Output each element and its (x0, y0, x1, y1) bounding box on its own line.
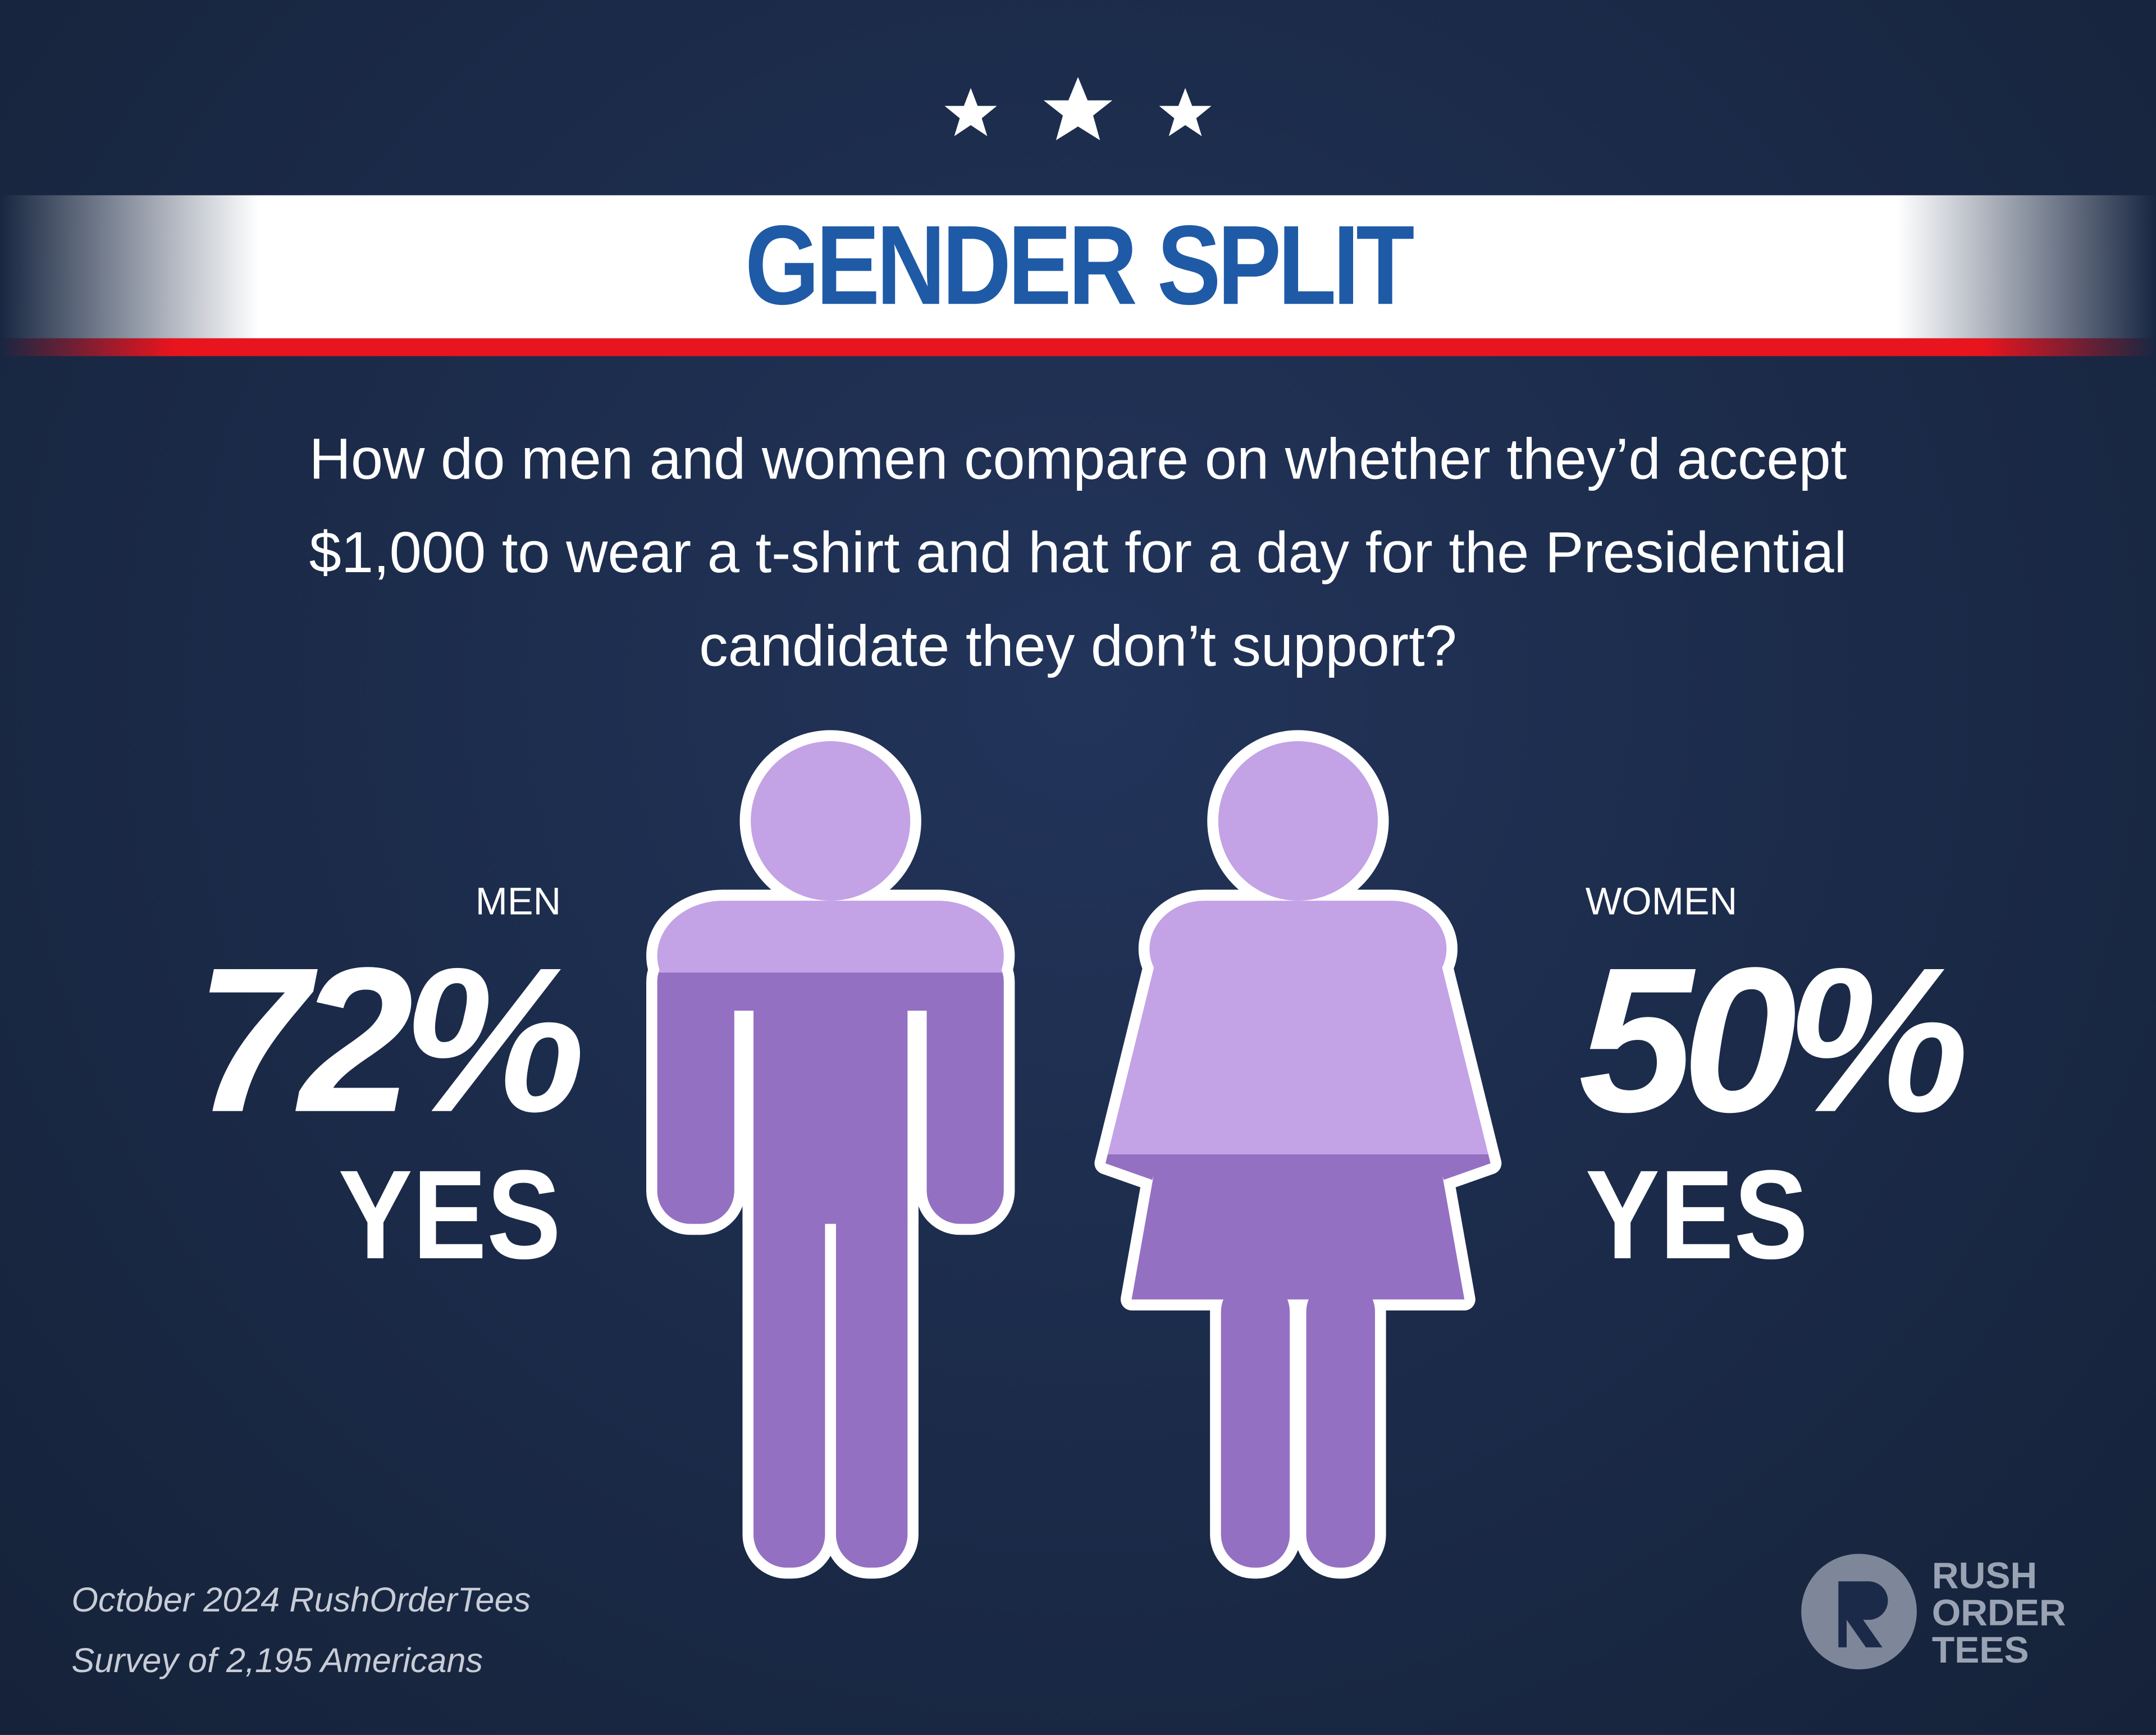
value-label: 72% (195, 924, 586, 1156)
stars (944, 77, 1212, 140)
figure-shape (1105, 918, 1227, 1180)
response-label: YES (338, 1145, 561, 1286)
logo-text: ORDER (1931, 1592, 2066, 1634)
star (1159, 88, 1212, 136)
response-label: YES (1585, 1145, 1808, 1286)
banner-stripe (0, 338, 2156, 357)
logo-text: TEES (1931, 1629, 2029, 1671)
chart-title: GENDER SPLIT (744, 203, 1415, 329)
banner (0, 195, 2156, 339)
star (944, 88, 997, 136)
figure-shape (1369, 918, 1491, 1180)
figure-shape (1218, 741, 1378, 901)
logo-r (1838, 1581, 1888, 1647)
figure-shape (751, 741, 911, 901)
value-label: 50% (1578, 924, 1969, 1156)
subtitle: How do men and women compare on whether … (309, 426, 1847, 678)
category-label: MEN (475, 880, 561, 923)
source: October 2024 RushOrderTees (71, 1581, 531, 1620)
category-label: WOMEN (1585, 880, 1738, 923)
source: Survey of 2,195 Americans (71, 1642, 483, 1681)
star (1043, 77, 1113, 140)
logo-text: RUSH (1931, 1555, 2038, 1597)
